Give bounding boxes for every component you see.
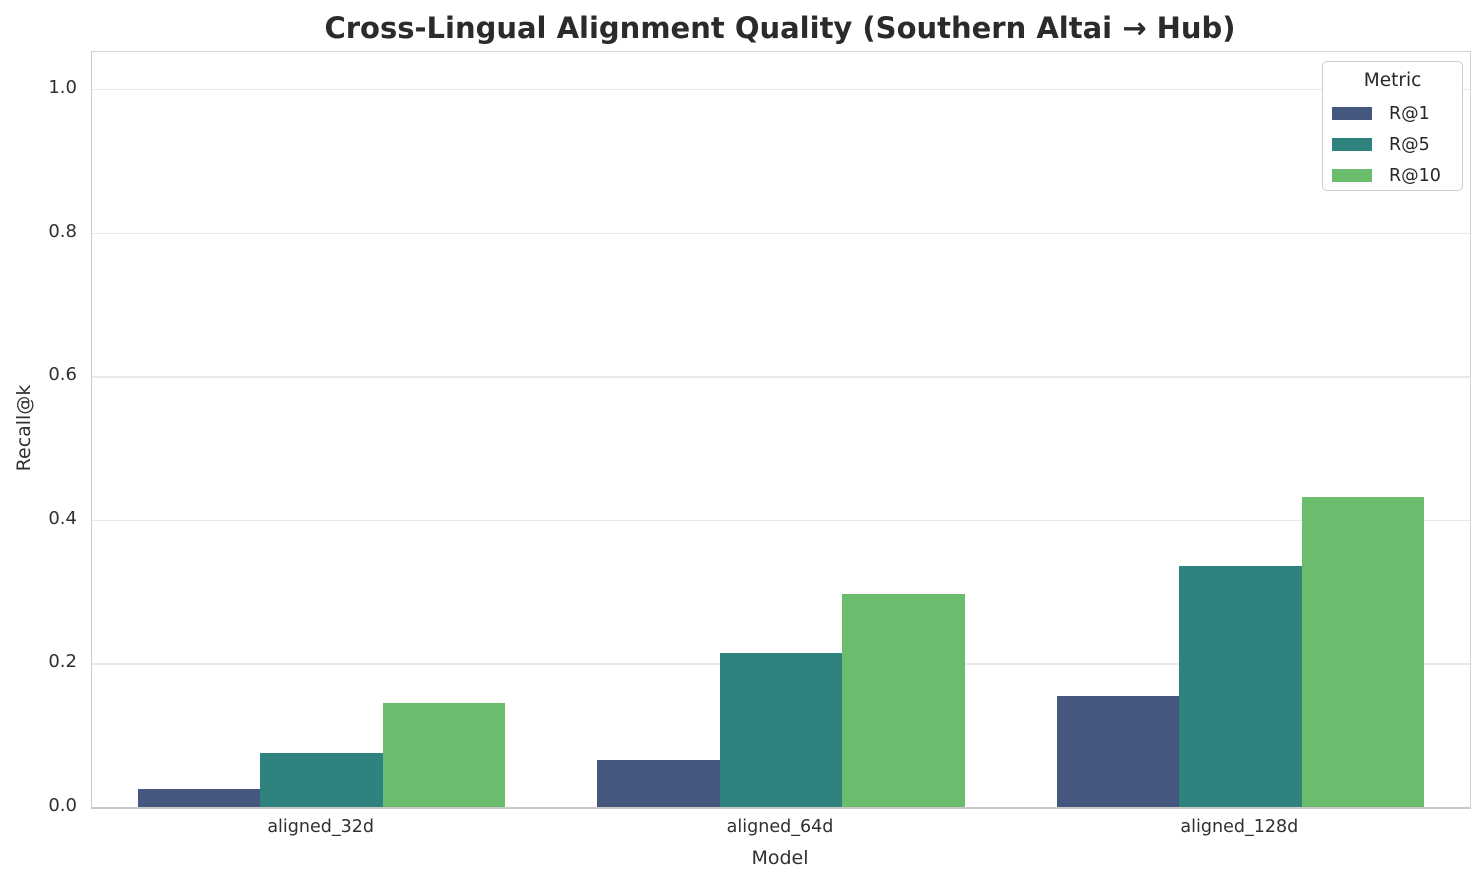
bar-aligned_32d-R@5	[260, 753, 383, 807]
legend-items: R@1 R@5 R@10	[1323, 98, 1462, 191]
y-tick-label: 0.4	[48, 507, 77, 529]
bar-aligned_64d-R@10	[842, 593, 965, 807]
bar-aligned_32d-R@1	[137, 789, 261, 807]
legend-swatch-R@10	[1332, 169, 1372, 182]
legend-swatch-R@5	[1332, 138, 1372, 151]
legend-item-R@10: R@10	[1323, 160, 1462, 191]
x-axis-label: Model	[751, 847, 809, 869]
y-tick-label: 0.2	[48, 651, 77, 673]
legend-item-R@5: R@5	[1323, 129, 1462, 160]
bar-aligned_128d-R@10	[1301, 496, 1425, 807]
gridline	[92, 232, 1470, 234]
legend-item-R@1: R@1	[1323, 98, 1462, 129]
bar-aligned_64d-R@5	[719, 652, 843, 807]
x-tick-label: aligned_64d	[726, 817, 834, 837]
legend: Metric R@1 R@5 R@10	[1322, 61, 1463, 191]
gridline	[92, 376, 1470, 378]
y-tick-label: 1.0	[48, 77, 77, 98]
gridline	[92, 519, 1470, 522]
x-tick-label: aligned_32d	[267, 817, 374, 837]
chart-title: Cross-Lingual Alignment Quality (Souther…	[324, 11, 1236, 45]
y-tick-label: 0.0	[48, 795, 77, 816]
y-tick-label: 0.8	[48, 220, 77, 242]
legend-label-R@1: R@1	[1389, 103, 1430, 124]
legend-label-R@5: R@5	[1389, 134, 1430, 155]
bar-aligned_128d-R@5	[1179, 566, 1302, 807]
legend-title: Metric	[1363, 70, 1422, 91]
bar-aligned_64d-R@1	[597, 760, 720, 807]
x-tick-label: aligned_128d	[1180, 817, 1299, 837]
plot-area: Metric R@1 R@5 R@10	[91, 51, 1471, 809]
y-tick-label: 0.6	[48, 364, 77, 386]
bar-aligned_128d-R@1	[1056, 695, 1180, 807]
legend-label-R@10: R@10	[1389, 165, 1441, 186]
y-axis-label: Recall@k	[13, 384, 35, 472]
bar-aligned_32d-R@10	[382, 702, 506, 807]
legend-swatch-R@1	[1332, 107, 1372, 120]
gridline	[92, 89, 1470, 91]
